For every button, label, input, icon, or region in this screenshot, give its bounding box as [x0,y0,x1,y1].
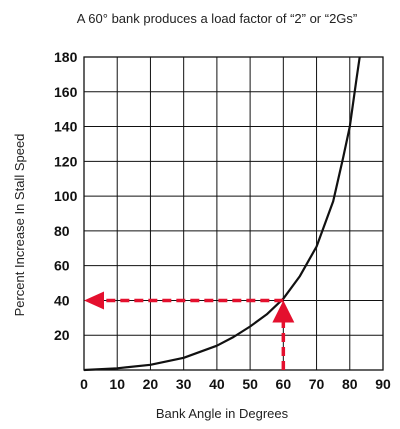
x-tick-label: 20 [143,376,159,392]
y-tick-label: 40 [54,292,70,308]
chart-title: A 60° bank produces a load factor of “2”… [77,11,358,26]
annotation-arrows [84,291,295,370]
y-axis-label: Percent Increase In Stall Speed [12,134,27,317]
y-tick-label: 20 [54,327,70,343]
x-tick-label: 50 [242,376,258,392]
x-tick-label: 40 [209,376,225,392]
x-tick-label: 0 [80,376,88,392]
y-tick-label: 60 [54,258,70,274]
x-axis-label: Bank Angle in Degrees [156,406,289,421]
left-arrowhead [84,291,104,310]
up-arrowhead [272,300,295,323]
x-tick-label: 30 [176,376,192,392]
y-tick-label: 80 [54,223,70,239]
x-tick-label: 90 [375,376,391,392]
x-axis-ticks: 0 10 20 30 40 50 60 70 80 90 [80,376,391,392]
y-tick-label: 140 [54,119,78,135]
y-tick-label: 160 [54,84,78,100]
y-axis-ticks: 20 40 60 80 100 120 140 160 180 [54,49,78,343]
y-tick-label: 120 [54,153,78,169]
stall-speed-curve [83,56,361,372]
x-tick-label: 80 [342,376,358,392]
y-tick-label: 100 [54,188,78,204]
x-tick-label: 60 [276,376,292,392]
x-tick-label: 70 [309,376,325,392]
grid [83,56,384,371]
plot-frame [83,56,384,371]
x-tick-label: 10 [109,376,125,392]
y-tick-label: 180 [54,49,78,65]
